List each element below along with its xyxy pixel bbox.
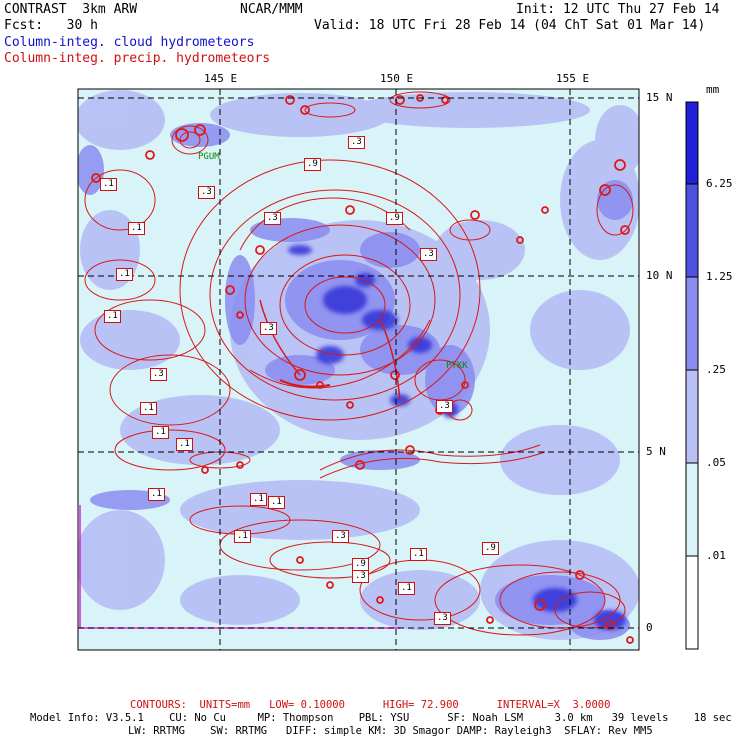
center-title: NCAR/MMM [240, 2, 303, 17]
contour-label: .9 [352, 558, 369, 571]
model-title: CONTRAST 3km ARW [4, 2, 138, 17]
colorbar-segment-5 [685, 462, 699, 557]
lat-label-0: 0 [646, 621, 653, 634]
contour-label: .3 [260, 322, 277, 335]
valid-time: Valid: 18 UTC Fri 28 Feb 14 (04 ChT Sat … [314, 18, 706, 33]
colorbar [685, 101, 699, 650]
field-precip-label: Column-integ. precip. hydrometeors [4, 51, 271, 66]
contour-label: .3 [332, 530, 349, 543]
contour-label: .3 [348, 136, 365, 149]
contour-label: .9 [482, 542, 499, 555]
contour-label: .1 [116, 268, 133, 281]
contour-label: .3 [420, 248, 437, 261]
contour-label: .1 [410, 548, 427, 561]
contour-label: .9 [304, 158, 321, 171]
contour-label: .1 [268, 496, 285, 509]
contour-label: .1 [100, 178, 117, 191]
colorbar-level-5: .01 [706, 549, 726, 562]
colorbar-segment-4 [685, 369, 699, 464]
field-cloud-label: Column-integ. cloud hydrometeors [4, 35, 255, 50]
forecast-hour: Fcst: 30 h [4, 18, 98, 33]
colorbar-segment-1 [685, 101, 699, 185]
contour-label: .1 [128, 222, 145, 235]
contour-label: .1 [152, 426, 169, 439]
map-border [77, 88, 640, 651]
lat-label-15n: 15 N [646, 91, 673, 104]
station-label-pgum: PGUM [198, 152, 220, 162]
contour-label: .1 [176, 438, 193, 451]
colorbar-level-1: 6.25 [706, 177, 733, 190]
colorbar-segment-2 [685, 183, 699, 278]
contour-label: .3 [150, 368, 167, 381]
contour-label: .1 [104, 310, 121, 323]
lat-label-5n: 5 N [646, 445, 666, 458]
contour-label: .1 [250, 493, 267, 506]
contour-info: CONTOURS: UNITS=mm LOW= 0.10000 HIGH= 72… [130, 699, 611, 711]
lat-label-10n: 10 N [646, 269, 673, 282]
colorbar-segment-3 [685, 276, 699, 371]
contour-label: .1 [234, 530, 251, 543]
lon-label-150: 150 E [380, 72, 414, 85]
colorbar-level-4: .05 [706, 456, 726, 469]
init-time: Init: 12 UTC Thu 27 Feb 14 [516, 2, 720, 17]
station-label-ptkk: PTKK [446, 361, 468, 371]
lon-label-155: 155 E [556, 72, 590, 85]
contour-label: .3 [264, 212, 281, 225]
model-info-line1: Model Info: V3.5.1 CU: No Cu MP: Thompso… [30, 712, 732, 724]
precip-contours [84, 91, 634, 636]
contour-label: .1 [398, 582, 415, 595]
colorbar-level-2: 1.25 [706, 270, 733, 283]
lon-label-145: 145 E [204, 72, 238, 85]
contour-label: .3 [436, 400, 453, 413]
colorbar-segment-6 [685, 555, 699, 650]
contour-label: .1 [140, 402, 157, 415]
model-info-line2: LW: RRTMG SW: RRTMG DIFF: simple KM: 3D … [128, 725, 653, 737]
contour-label: .3 [352, 570, 369, 583]
colorbar-unit: mm [706, 83, 720, 96]
contour-label: .1 [148, 488, 165, 501]
contour-label: .3 [198, 186, 215, 199]
contour-label: .9 [386, 212, 403, 225]
lat-lon-grid [78, 89, 639, 650]
contour-label: .3 [434, 612, 451, 625]
colorbar-level-3: .25 [706, 363, 726, 376]
